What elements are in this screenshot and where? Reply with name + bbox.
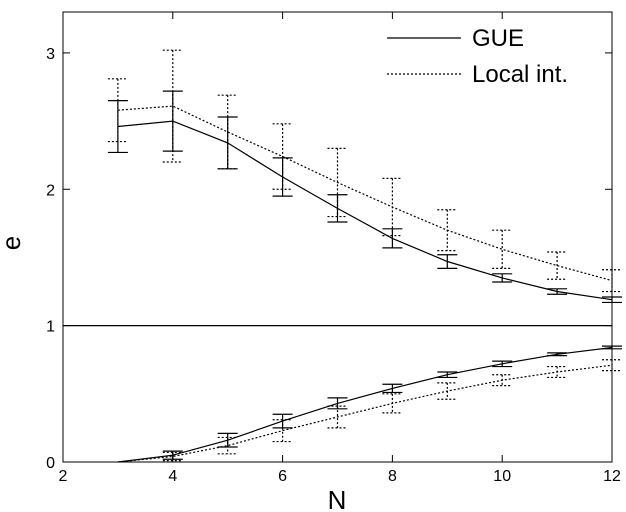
legend: GUE Local int. — [387, 25, 568, 88]
x-tick-label-12: 12 — [603, 468, 621, 485]
y-tick-label-2: 2 — [46, 182, 55, 199]
series-line-gue-upper — [117, 120, 613, 301]
error-bar-local-int-lower-7 — [327, 405, 348, 429]
error-bar-local-int-upper-4 — [162, 49, 183, 163]
series-layer — [63, 49, 622, 463]
series-line-local-int-upper — [117, 105, 613, 282]
error-bar-local-int-upper-11 — [547, 251, 568, 280]
error-bar-gue-lower-12 — [602, 345, 622, 350]
series-line-gue-lower — [117, 346, 613, 463]
error-bar-local-int-upper-3 — [107, 78, 128, 143]
y-axis-label: e — [0, 236, 26, 250]
error-bar-local-int-lower-4 — [162, 451, 183, 462]
series-line-local-int-lower — [117, 364, 613, 463]
error-bar-local-int-upper-7 — [327, 147, 348, 218]
error-bar-gue-upper-12 — [602, 296, 622, 304]
error-bar-gue-lower-8 — [382, 383, 403, 394]
error-bar-gue-upper-9 — [437, 254, 458, 269]
y-tick-label-0: 0 — [46, 455, 55, 472]
error-bar-local-int-lower-9 — [437, 382, 458, 400]
error-bar-local-int-upper-9 — [437, 209, 458, 252]
error-bar-local-int-lower-12 — [602, 359, 622, 372]
y-tick-label-1: 1 — [46, 319, 55, 336]
error-bar-gue-upper-11 — [547, 288, 568, 295]
error-bar-local-int-lower-10 — [492, 374, 513, 387]
legend-label-gue: GUE — [472, 25, 524, 52]
error-bar-gue-upper-10 — [492, 273, 513, 283]
x-axis-label: N — [328, 485, 347, 512]
legend-label-local-int: Local int. — [472, 61, 568, 88]
y-tick-label-3: 3 — [46, 46, 55, 63]
x-tick-label-2: 2 — [59, 468, 68, 485]
error-bar-local-int-lower-11 — [547, 365, 568, 379]
x-tick-label-10: 10 — [493, 468, 511, 485]
error-bar-local-int-lower-8 — [382, 393, 403, 414]
x-tick-label-4: 4 — [168, 468, 177, 485]
error-bar-gue-lower-9 — [437, 371, 458, 379]
error-bar-local-int-lower-6 — [272, 419, 293, 443]
x-tick-label-6: 6 — [278, 468, 287, 485]
x-tick-label-8: 8 — [388, 468, 397, 485]
error-bar-local-int-upper-8 — [382, 177, 403, 237]
error-bar-gue-lower-5 — [217, 432, 238, 448]
error-bar-local-int-lower-5 — [217, 436, 238, 455]
error-bar-local-int-upper-10 — [492, 229, 513, 269]
error-bar-local-int-upper-12 — [602, 269, 622, 293]
error-bar-gue-lower-10 — [492, 360, 513, 368]
error-bar-local-int-upper-6 — [272, 123, 293, 190]
plot-frame — [62, 11, 613, 463]
error-bar-gue-lower-11 — [547, 352, 568, 357]
error-bar-local-int-upper-5 — [217, 94, 238, 170]
